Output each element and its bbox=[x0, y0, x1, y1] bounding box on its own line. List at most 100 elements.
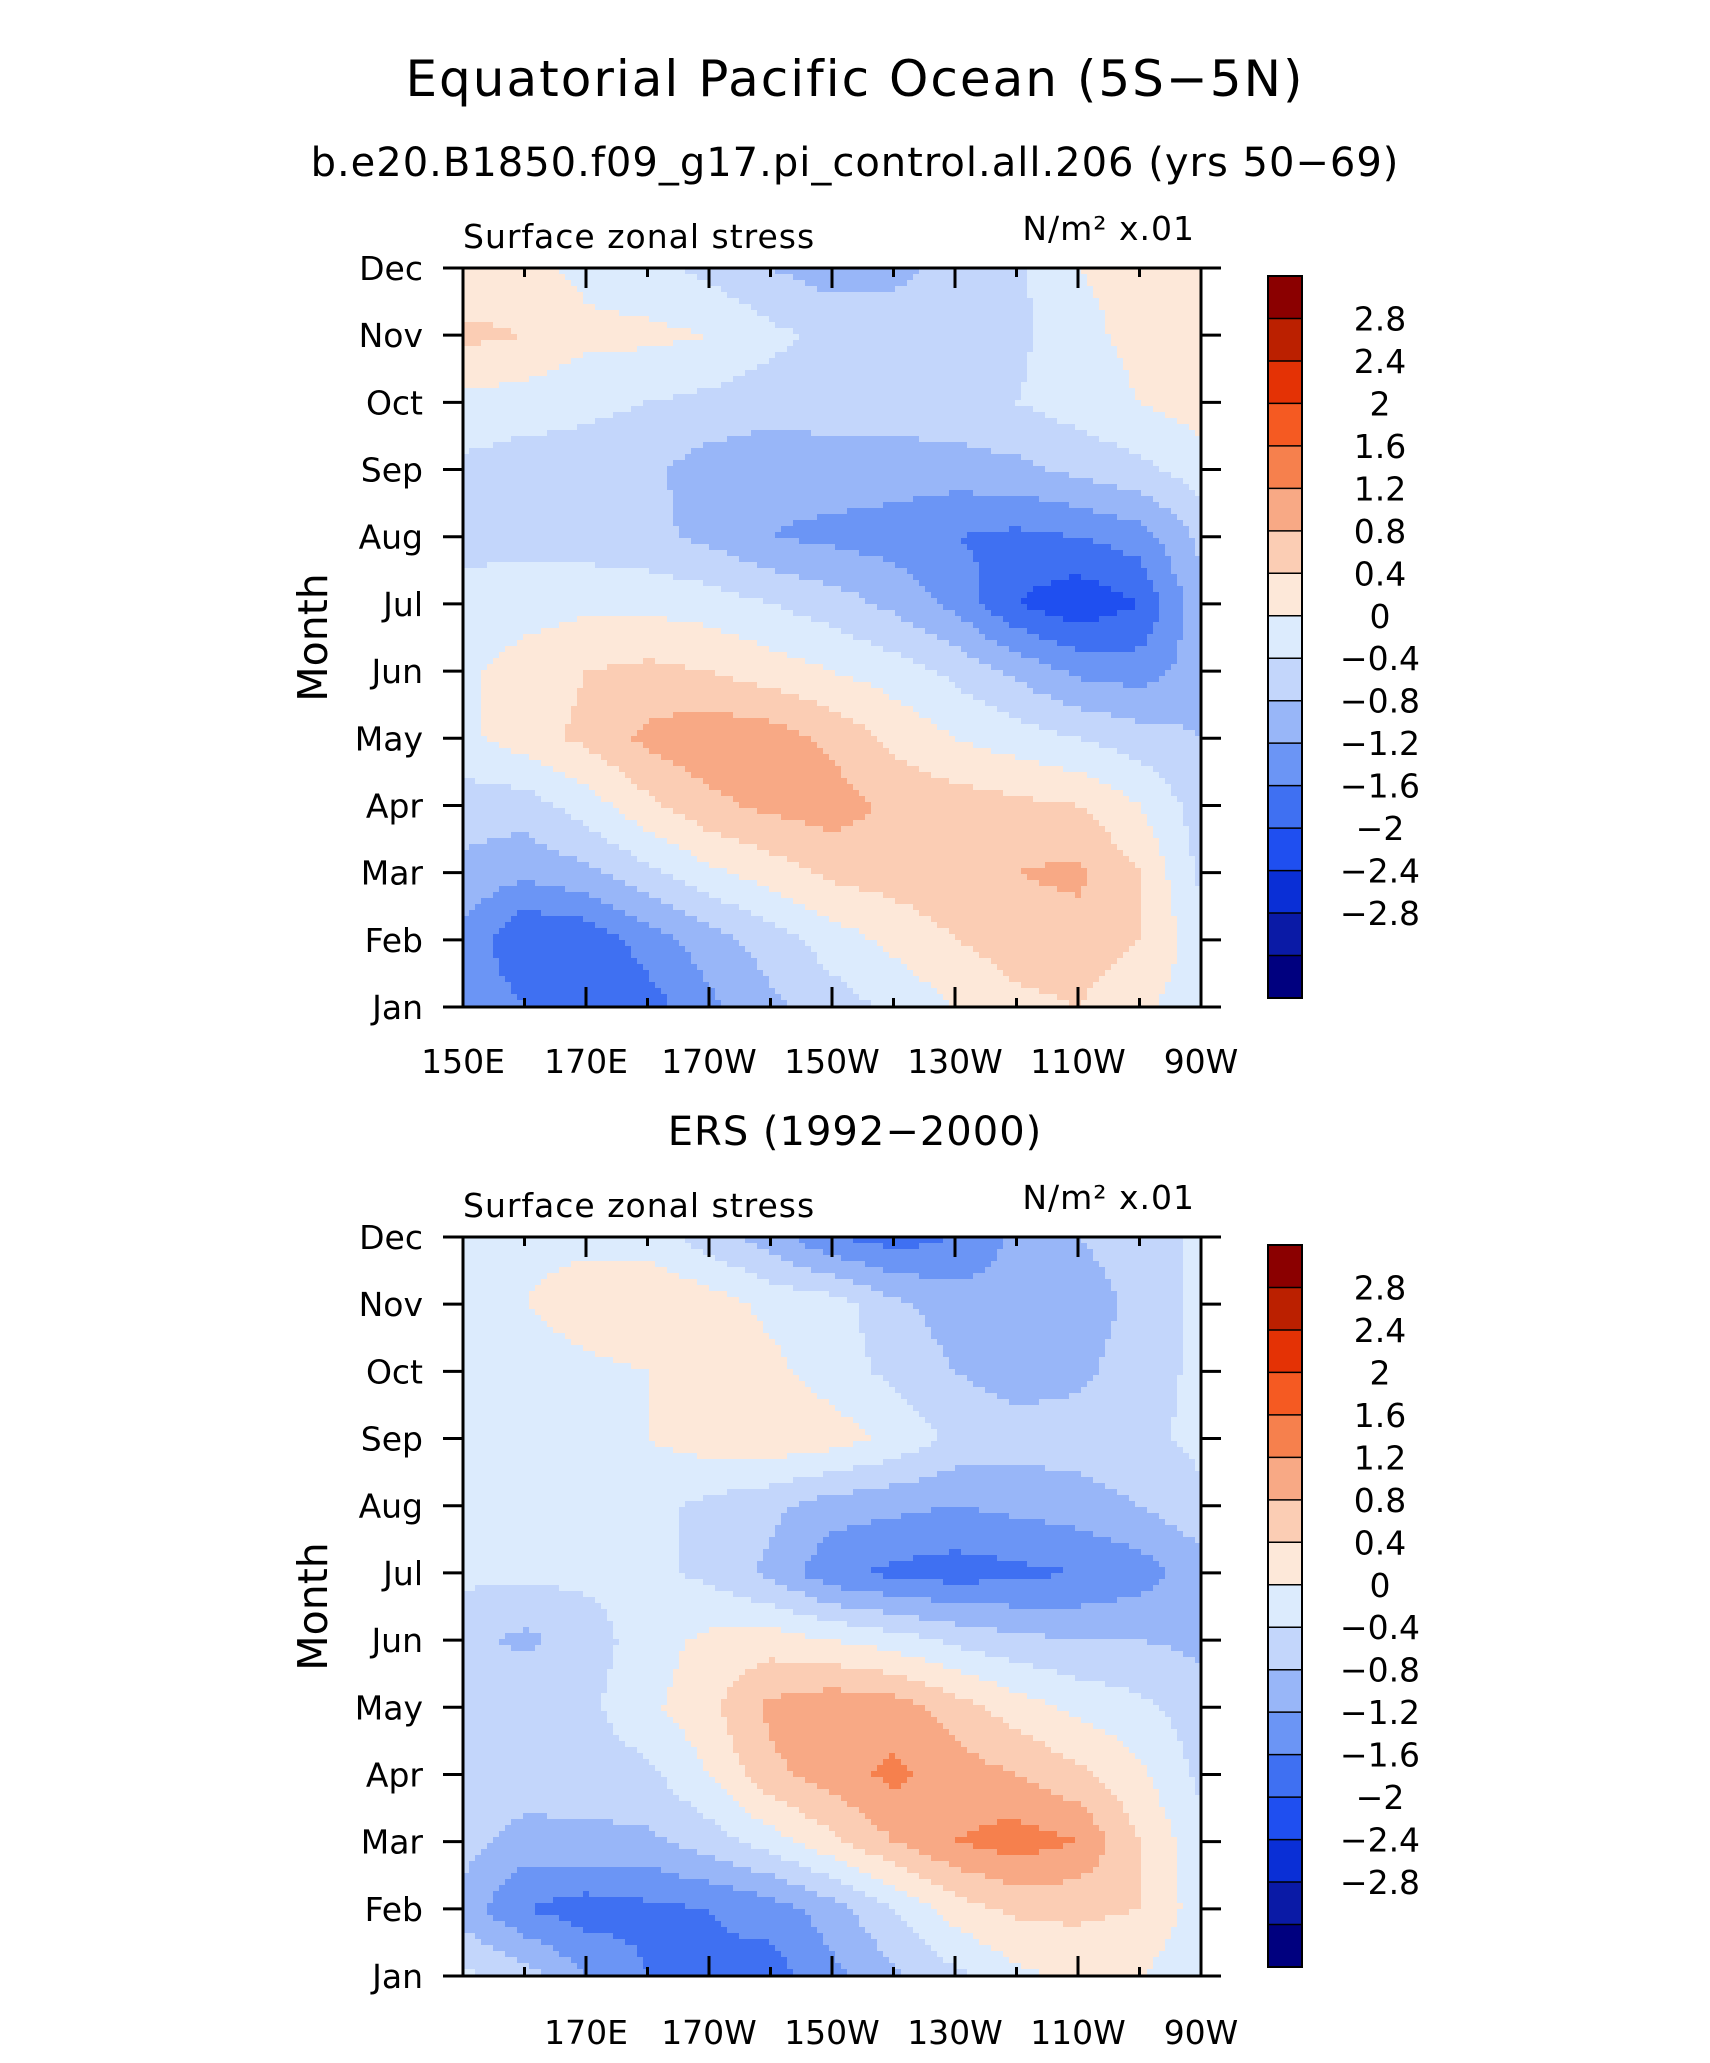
contour-cell bbox=[1015, 340, 1022, 347]
contour-cell bbox=[859, 310, 866, 317]
contour-cell bbox=[1051, 304, 1058, 311]
contour-cell bbox=[529, 346, 536, 353]
contour-cell bbox=[907, 490, 914, 497]
contour-cell bbox=[787, 400, 794, 407]
contour-cell bbox=[763, 358, 770, 365]
contour-cell bbox=[697, 292, 704, 299]
contour-cell bbox=[1153, 466, 1160, 473]
contour-cell bbox=[649, 358, 656, 365]
contour-cell bbox=[979, 274, 986, 281]
contour-cell bbox=[841, 496, 848, 503]
contour-cell bbox=[1141, 436, 1148, 443]
contour-cell bbox=[811, 454, 818, 461]
contour-cell bbox=[751, 370, 758, 377]
contour-cell bbox=[943, 388, 950, 395]
contour-cell bbox=[931, 460, 938, 467]
contour-cell bbox=[787, 322, 794, 329]
contour-cell bbox=[541, 424, 548, 431]
contour-cell bbox=[805, 292, 812, 299]
contour-cell bbox=[673, 472, 680, 479]
contour-cell bbox=[637, 286, 644, 293]
contour-cell bbox=[1159, 346, 1166, 353]
contour-cell bbox=[553, 400, 560, 407]
contour-cell bbox=[811, 346, 818, 353]
contour-cell bbox=[517, 442, 524, 449]
contour-cell bbox=[691, 340, 698, 347]
contour-cell bbox=[763, 508, 770, 515]
contour-cell bbox=[1003, 274, 1010, 281]
contour-cell bbox=[769, 286, 776, 293]
contour-cell bbox=[1045, 376, 1052, 383]
contour-cell bbox=[841, 490, 848, 497]
contour-cell bbox=[697, 496, 704, 503]
contour-cell bbox=[481, 322, 488, 329]
contour-cell bbox=[709, 406, 716, 413]
contour-cell bbox=[1045, 484, 1052, 491]
contour-cell bbox=[655, 430, 662, 437]
contour-cell bbox=[565, 442, 572, 449]
contour-cell bbox=[589, 274, 596, 281]
contour-cell bbox=[1003, 478, 1010, 485]
contour-cell bbox=[1123, 370, 1130, 377]
contour-cell bbox=[1105, 460, 1112, 467]
contour-cell bbox=[1099, 328, 1106, 335]
contour-cell bbox=[913, 298, 920, 305]
contour-cell bbox=[469, 292, 476, 299]
contour-cell bbox=[1057, 478, 1064, 485]
contour-cell bbox=[679, 502, 686, 509]
contour-cell bbox=[487, 274, 494, 281]
contour-cell bbox=[709, 328, 716, 335]
contour-cell bbox=[799, 400, 806, 407]
contour-cell bbox=[565, 346, 572, 353]
contour-cell bbox=[973, 496, 980, 503]
contour-cell bbox=[559, 430, 566, 437]
contour-cell bbox=[703, 316, 710, 323]
contour-cell bbox=[505, 424, 512, 431]
contour-cell bbox=[1021, 418, 1028, 425]
contour-cell bbox=[1165, 304, 1172, 311]
contour-cell bbox=[919, 298, 926, 305]
contour-cell bbox=[829, 502, 836, 509]
contour-cell bbox=[1099, 400, 1106, 407]
contour-cell bbox=[667, 448, 674, 455]
contour-cell bbox=[823, 280, 830, 287]
contour-cell bbox=[895, 388, 902, 395]
contour-cell bbox=[1117, 346, 1124, 353]
contour-cell bbox=[967, 274, 974, 281]
contour-cell bbox=[523, 382, 530, 389]
contour-cell bbox=[925, 400, 932, 407]
contour-cell bbox=[817, 304, 824, 311]
contour-cell bbox=[613, 316, 620, 323]
contour-cell bbox=[619, 346, 626, 353]
contour-cell bbox=[517, 394, 524, 401]
contour-cell bbox=[1189, 406, 1196, 413]
contour-cell bbox=[1183, 484, 1190, 491]
contour-cell bbox=[787, 406, 794, 413]
contour-cell bbox=[727, 352, 734, 359]
contour-cell bbox=[865, 346, 872, 353]
contour-cell bbox=[1039, 496, 1046, 503]
contour-cell bbox=[685, 298, 692, 305]
contour-cell bbox=[589, 364, 596, 371]
contour-cell bbox=[727, 304, 734, 311]
contour-cell bbox=[889, 478, 896, 485]
contour-cell bbox=[613, 280, 620, 287]
contour-cell bbox=[859, 382, 866, 389]
contour-cell bbox=[1177, 340, 1184, 347]
contour-cell bbox=[829, 388, 836, 395]
contour-cell bbox=[931, 298, 938, 305]
contour-cell bbox=[1171, 370, 1178, 377]
contour-cell bbox=[583, 334, 590, 341]
contour-cell bbox=[919, 478, 926, 485]
contour-cell bbox=[877, 448, 884, 455]
contour-cell bbox=[1183, 286, 1190, 293]
contour-cell bbox=[913, 358, 920, 365]
contour-cell bbox=[715, 274, 722, 281]
contour-cell bbox=[1009, 340, 1016, 347]
contour-cell bbox=[1039, 406, 1046, 413]
contour-cell bbox=[565, 280, 572, 287]
contour-cell bbox=[1045, 412, 1052, 419]
contour-cell bbox=[1027, 364, 1034, 371]
contour-cell bbox=[1171, 490, 1178, 497]
contour-cell bbox=[1153, 346, 1160, 353]
